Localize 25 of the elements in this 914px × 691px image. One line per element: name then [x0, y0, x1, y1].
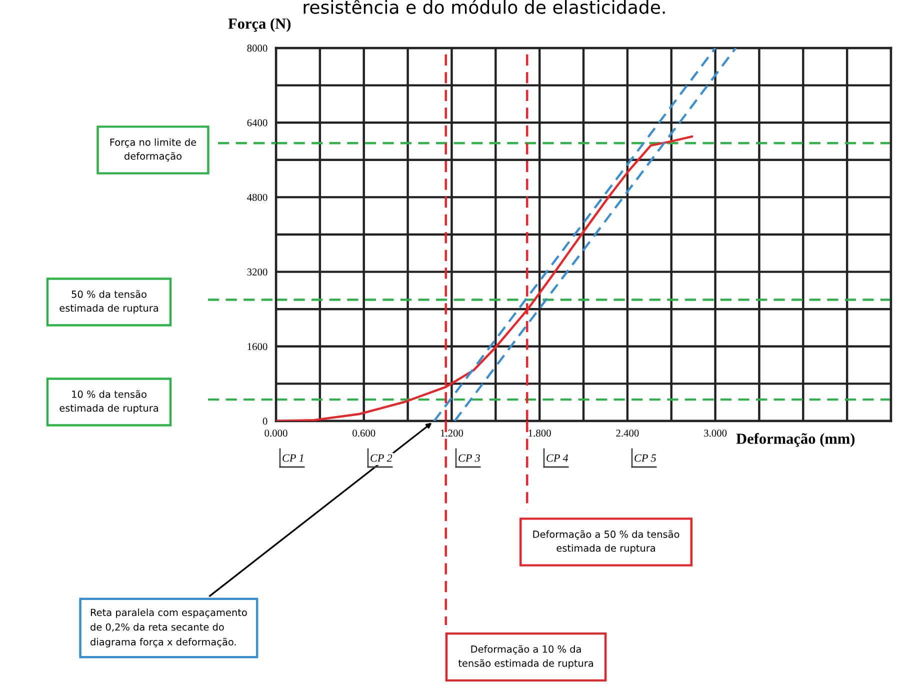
- text: Deformação a 50 % da tensão estimada de ruptura: [533, 530, 680, 554]
- y-axis-title: Força (N): [228, 18, 291, 32]
- x-axis-title: Deformação (mm): [736, 432, 855, 448]
- x-tick-label: 0.000: [264, 430, 288, 437]
- text: 10 % da tensão estimada de ruptura: [60, 390, 158, 414]
- y-tick-label: 3200: [247, 268, 268, 276]
- y-tick-label: 6400: [247, 119, 268, 126]
- text: Deformação a 10 % da tensão estimada de ruptura: [458, 645, 593, 669]
- text: CP 5: [634, 454, 656, 462]
- y-tick-label: 4800: [247, 194, 268, 201]
- x-tick-label: 0.600: [352, 430, 376, 437]
- text: Força no limite de deformação: [110, 138, 196, 162]
- x-tick-label: 2.400: [616, 430, 639, 437]
- text: CP 4: [546, 454, 568, 462]
- text: CP 3: [458, 454, 480, 462]
- text: 50 % da tensão estimada de ruptura: [60, 290, 158, 314]
- x-tick-label: 1.800: [528, 430, 551, 437]
- y-tick-label: 1600: [248, 343, 268, 350]
- text: CP 1: [282, 454, 304, 462]
- x-tick-label: 3.000: [704, 430, 727, 437]
- x-tick-label: 1.200: [440, 430, 464, 437]
- y-tick-label: 0: [262, 418, 268, 425]
- text: CP 2: [370, 454, 392, 462]
- y-tick-label: 8000: [247, 44, 268, 52]
- text: Reta paralela com espaçamento de 0,2% da reta secante do diagrama força x deformação.: [90, 608, 247, 648]
